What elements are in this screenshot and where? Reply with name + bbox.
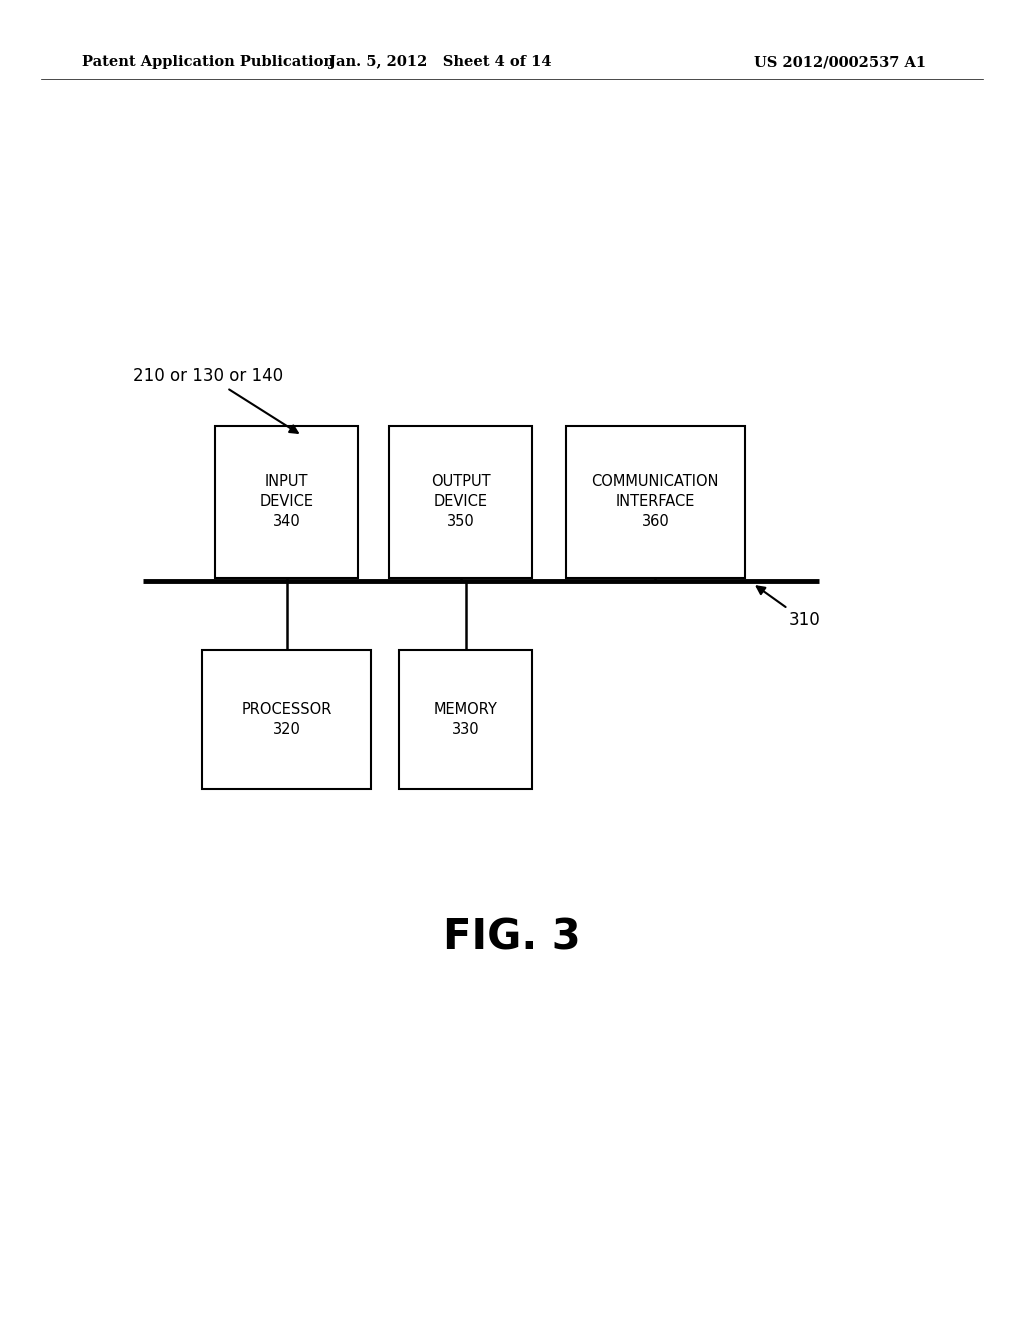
Text: INPUT
DEVICE
340: INPUT DEVICE 340 xyxy=(260,474,313,529)
Bar xyxy=(203,649,372,788)
Text: Jan. 5, 2012   Sheet 4 of 14: Jan. 5, 2012 Sheet 4 of 14 xyxy=(329,55,552,69)
Text: OUTPUT
DEVICE
350: OUTPUT DEVICE 350 xyxy=(431,474,490,529)
Bar xyxy=(389,425,532,578)
Text: MEMORY
330: MEMORY 330 xyxy=(434,702,498,737)
Bar xyxy=(215,425,358,578)
Text: Patent Application Publication: Patent Application Publication xyxy=(82,55,334,69)
Bar xyxy=(399,649,532,788)
Text: PROCESSOR
320: PROCESSOR 320 xyxy=(242,702,332,737)
Text: 210 or 130 or 140: 210 or 130 or 140 xyxy=(133,367,298,433)
Text: COMMUNICATION
INTERFACE
360: COMMUNICATION INTERFACE 360 xyxy=(592,474,719,529)
Text: US 2012/0002537 A1: US 2012/0002537 A1 xyxy=(754,55,926,69)
Text: 310: 310 xyxy=(757,586,820,630)
Text: FIG. 3: FIG. 3 xyxy=(443,916,581,958)
Bar xyxy=(565,425,745,578)
